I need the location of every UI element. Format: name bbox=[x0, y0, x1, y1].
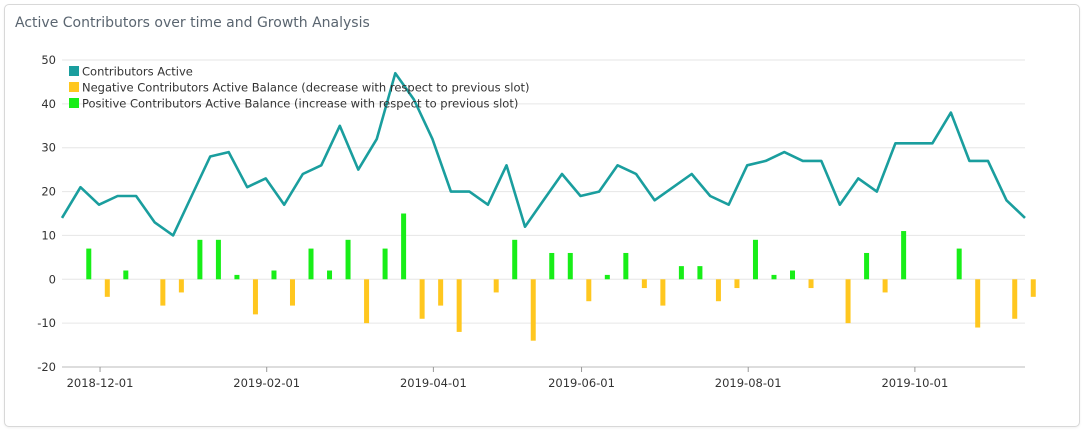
negative-balance-bar bbox=[586, 279, 592, 302]
negative-balance-bar bbox=[456, 279, 462, 332]
positive-balance-bar bbox=[86, 248, 92, 280]
legend-item-positive-balance-swatch bbox=[69, 98, 79, 108]
positive-balance-bar bbox=[512, 239, 518, 280]
legend-item-positive-balance-label[interactable]: Positive Contributors Active Balance (in… bbox=[82, 97, 518, 111]
positive-balance-bar bbox=[215, 239, 221, 280]
negative-balance-bar bbox=[808, 279, 814, 289]
positive-balance-bar bbox=[123, 270, 129, 280]
negative-balance-bar bbox=[160, 279, 166, 306]
y-tick-label: -20 bbox=[37, 360, 56, 374]
x-tick-label: 2018-12-01 bbox=[67, 376, 134, 390]
negative-balance-bar bbox=[252, 279, 258, 315]
negative-balance-bar bbox=[530, 279, 536, 341]
negative-balance-bar bbox=[975, 279, 981, 328]
positive-balance-bar bbox=[382, 248, 388, 280]
positive-balance-bar bbox=[678, 266, 684, 280]
positive-balance-bar bbox=[604, 274, 610, 280]
negative-balance-bar bbox=[1030, 279, 1036, 297]
positive-balance-bar bbox=[549, 252, 555, 280]
negative-balance-bar bbox=[845, 279, 851, 324]
positive-balance-bar bbox=[345, 239, 351, 280]
legend-item-contributors-active-label[interactable]: Contributors Active bbox=[82, 65, 193, 79]
negative-balance-bar bbox=[104, 279, 110, 297]
x-tick-label: 2019-10-01 bbox=[881, 376, 948, 390]
x-tick-label: 2019-06-01 bbox=[548, 376, 615, 390]
negative-balance-bar bbox=[419, 279, 425, 319]
y-tick-label: 10 bbox=[41, 228, 56, 242]
negative-balance-bar bbox=[1012, 279, 1018, 319]
positive-balance-bar bbox=[956, 248, 962, 280]
negative-balance-bar bbox=[734, 279, 740, 289]
positive-balance-bar bbox=[234, 274, 240, 280]
x-tick-label: 2019-04-01 bbox=[400, 376, 467, 390]
positive-balance-bar bbox=[271, 270, 277, 280]
y-tick-label: 0 bbox=[49, 272, 56, 286]
chart-title: Active Contributors over time and Growth… bbox=[15, 15, 370, 31]
positive-balance-bar bbox=[623, 252, 629, 280]
positive-balance-bar bbox=[308, 248, 314, 280]
y-tick-label: 20 bbox=[41, 185, 56, 199]
legend-item-negative-balance-label[interactable]: Negative Contributors Active Balance (de… bbox=[82, 81, 530, 95]
positive-balance-bar bbox=[771, 274, 777, 280]
positive-balance-bar bbox=[697, 266, 703, 280]
negative-balance-bar bbox=[715, 279, 721, 302]
positive-balance-bar bbox=[864, 252, 870, 280]
negative-balance-bar bbox=[178, 279, 184, 293]
x-tick-label: 2019-02-01 bbox=[233, 376, 300, 390]
y-tick-label: 40 bbox=[41, 97, 56, 111]
x-tick-label: 2019-08-01 bbox=[715, 376, 782, 390]
negative-balance-bar bbox=[438, 279, 444, 306]
positive-balance-bar bbox=[790, 270, 796, 280]
positive-balance-bar bbox=[567, 252, 573, 280]
negative-balance-bar bbox=[641, 279, 647, 289]
positive-balance-bar bbox=[401, 213, 407, 280]
y-tick-label: 50 bbox=[41, 53, 56, 67]
negative-balance-bar bbox=[660, 279, 666, 306]
positive-balance-bar bbox=[752, 239, 758, 280]
legend-item-contributors-active-swatch bbox=[69, 66, 79, 76]
y-tick-label: 30 bbox=[41, 141, 56, 155]
negative-balance-bar bbox=[493, 279, 499, 293]
positive-balance-bar bbox=[197, 239, 203, 280]
positive-balance-bar bbox=[901, 231, 907, 280]
legend-item-negative-balance-swatch bbox=[69, 82, 79, 92]
y-tick-label: -10 bbox=[37, 316, 56, 330]
positive-balance-bar bbox=[327, 270, 333, 280]
negative-balance-bar bbox=[882, 279, 888, 293]
negative-balance-bar bbox=[289, 279, 295, 306]
negative-balance-bar bbox=[364, 279, 370, 324]
contributors-active-line bbox=[60, 71, 1026, 237]
